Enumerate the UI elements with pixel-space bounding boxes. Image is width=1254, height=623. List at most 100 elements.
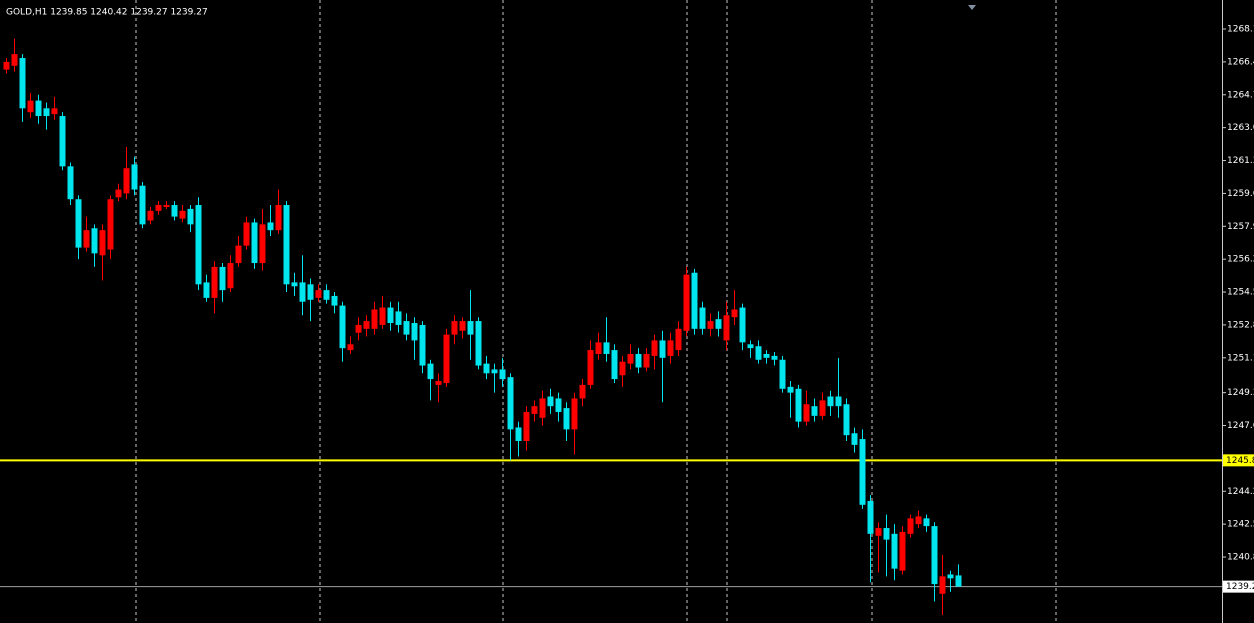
- candle-body: [523, 411, 530, 441]
- candle-body: [539, 398, 546, 418]
- candle-body: [859, 439, 866, 505]
- candle-body: [115, 189, 122, 198]
- candle-body: [75, 199, 82, 248]
- candle-body: [955, 575, 962, 587]
- y-tick-label: 1259.6: [1227, 189, 1254, 199]
- candle-body: [291, 282, 298, 287]
- day-separators: [135, 0, 1057, 623]
- candle-body: [747, 344, 754, 349]
- candle-body: [171, 205, 178, 217]
- candle-body: [675, 328, 682, 351]
- candle-body: [243, 222, 250, 246]
- candle-body: [915, 516, 922, 525]
- candle-body: [907, 518, 914, 534]
- candle-body: [571, 398, 578, 430]
- candle-body: [211, 266, 218, 298]
- candle-body: [795, 388, 802, 422]
- candle-body: [123, 168, 130, 194]
- y-tick-label: 1257.9: [1227, 222, 1254, 232]
- candle-body: [467, 321, 474, 335]
- candle-body: [611, 350, 618, 380]
- candle-body: [875, 528, 882, 536]
- candle-body: [83, 230, 90, 248]
- candle-body: [363, 321, 370, 329]
- last-price-box: [1223, 580, 1254, 593]
- candle-body: [67, 166, 74, 200]
- candle-body: [251, 222, 258, 264]
- line-label: 1245.8: [1226, 456, 1254, 466]
- candle-body: [835, 396, 842, 407]
- candle-body: [635, 353, 642, 368]
- candle-body: [107, 199, 114, 250]
- candle-body: [163, 205, 170, 207]
- candle-body: [3, 61, 10, 70]
- candle-body: [843, 404, 850, 436]
- y-tick-label: 1256.2: [1227, 255, 1254, 265]
- candle-body: [35, 100, 42, 117]
- candle-body: [419, 324, 426, 366]
- y-tick-label: 1254.5: [1227, 288, 1254, 298]
- candle-body: [715, 319, 722, 329]
- candle-body: [203, 282, 210, 298]
- y-tick-label: 1249.3: [1227, 388, 1254, 398]
- candle-body: [923, 518, 930, 527]
- y-tick-label: 1244.2: [1227, 487, 1254, 497]
- candle-body: [99, 230, 106, 256]
- candle-body: [627, 353, 634, 364]
- candle-body: [259, 224, 266, 264]
- candle-body: [451, 321, 458, 335]
- candle-body: [283, 205, 290, 285]
- candle-body: [515, 427, 522, 441]
- candle-body: [435, 381, 442, 385]
- candle-body: [827, 396, 834, 407]
- candle-body: [867, 500, 874, 534]
- candle-body: [763, 353, 770, 358]
- candle-body: [667, 340, 674, 356]
- y-tick-label: 1268.1: [1227, 25, 1254, 35]
- candle-body: [691, 272, 698, 329]
- candle-body: [531, 406, 538, 414]
- candle-body: [195, 205, 202, 285]
- candle-body: [299, 282, 306, 302]
- candle-body: [707, 321, 714, 329]
- candle-body: [587, 350, 594, 385]
- candle-body: [475, 321, 482, 366]
- candle-body: [555, 398, 562, 412]
- candle-body: [443, 334, 450, 383]
- y-tick-label: 1242.5: [1227, 520, 1254, 530]
- candle-body: [811, 406, 818, 416]
- candle-body: [803, 404, 810, 422]
- candle-body: [355, 324, 362, 333]
- candle-body: [371, 309, 378, 329]
- candle-body: [619, 361, 626, 376]
- last-price-label: 1239.2: [1226, 582, 1254, 592]
- candle-body: [851, 433, 858, 445]
- candle-body: [507, 377, 514, 430]
- candle-body: [219, 266, 226, 291]
- candle-body: [155, 205, 162, 211]
- candle-body: [131, 164, 138, 190]
- candle-body: [139, 185, 146, 225]
- candle-body: [147, 210, 154, 221]
- candle-body: [755, 346, 762, 360]
- candle-body: [547, 396, 554, 407]
- candle-body: [787, 386, 794, 393]
- candle-body: [307, 284, 314, 300]
- candle-body: [379, 307, 386, 325]
- y-tick-label: 1240.8: [1227, 553, 1254, 563]
- candle-body: [643, 353, 650, 368]
- y-tick-label: 1263.0: [1227, 123, 1254, 133]
- candle-body: [235, 245, 242, 264]
- candle-body: [339, 305, 346, 349]
- candle-body: [563, 408, 570, 430]
- candle-body: [723, 315, 730, 341]
- y-tick-label: 1247.6: [1227, 421, 1254, 431]
- candle-body: [771, 355, 778, 360]
- candle-body: [347, 344, 354, 351]
- candle-body: [483, 363, 490, 374]
- candle-body: [459, 321, 466, 331]
- candle-body: [227, 263, 234, 289]
- candle-body: [91, 228, 98, 254]
